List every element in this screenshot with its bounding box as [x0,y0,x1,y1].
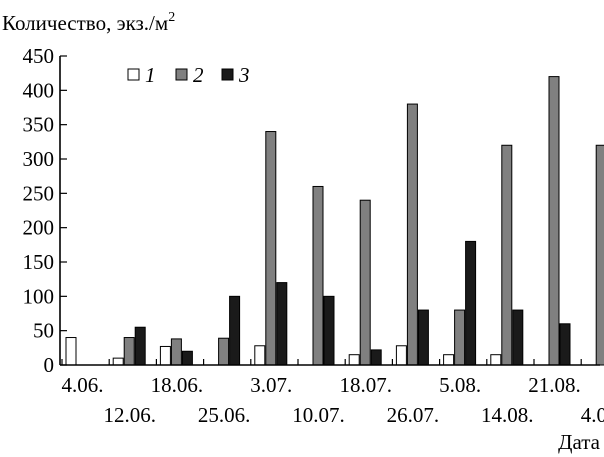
x-tick-label: 3.07. [250,373,292,397]
bar-series-2-26.07. [406,103,418,366]
x-tick-label: 14.08. [481,403,534,427]
y-tick-label: 100 [23,284,55,308]
bar-series-3-21.08. [559,323,571,366]
bars-layer [65,76,604,366]
y-tick-label: 200 [23,216,55,240]
y-tick-label: 50 [33,319,54,343]
bar-series-1-5.08. [443,354,455,366]
x-tick-label: 18.06. [151,373,204,397]
bar-series-2-18.07. [359,199,371,366]
bar-series-3-10.07. [323,295,335,366]
bar-series-2-25.06. [218,337,230,366]
bar-series-2-12.06. [123,337,135,366]
y-tick-label: 150 [23,250,55,274]
x-tick-label: 12.06. [103,403,156,427]
bar-series-2-21.08. [548,76,560,366]
bar-series-2-10.07. [312,185,324,366]
axes-layer [59,56,600,366]
bar-series-3-25.06. [229,295,241,366]
x-tick-label: 5.08. [439,373,481,397]
x-ticks: 4.06. 12.06. 18.06. 25.06. 3.07.10.07. 18.07.… [61,359,604,427]
y-tick-label: 0 [44,353,55,377]
bar-series-3-5.08. [465,240,477,366]
x-tick-label: 10.07. [292,403,345,427]
bar-series-2-5.08. [454,309,466,366]
x-tick-label: 26.07. [387,403,440,427]
bar-series-1-4.06. [65,337,77,366]
x-axis-title: Дата [558,430,601,454]
bar-series-1-12.06. [112,357,124,366]
y-tick-label: 350 [23,113,55,137]
bar-series-2-4.09. [595,144,604,366]
bar-series-2-3.07. [265,131,277,366]
bar-series-3-18.06. [181,350,193,366]
legend-swatch-3 [221,68,234,81]
legend-label-3: 3 [238,63,250,87]
y-tick-label: 250 [23,181,55,205]
y-axis-title-text: Количество, экз./м [2,11,168,35]
bar-series-3-3.07. [276,282,288,366]
bar-series-2-18.06. [170,338,182,366]
bar-series-1-18.07. [348,354,360,366]
legend-label-2: 2 [193,63,204,87]
x-tick-label: 18.07. [339,373,392,397]
bar-series-1-26.07. [395,345,407,366]
x-tick-label: 4.09. [581,403,604,427]
x-tick-label: 25.06. [198,403,251,427]
bar-series-3-14.08. [512,309,524,366]
bar-series-1-18.06. [159,345,171,366]
bar-series-3-26.07. [417,309,429,366]
y-axis-title-superscript: 2 [168,10,175,25]
bar-series-1-3.07. [254,345,266,366]
y-tick-label: 450 [23,44,55,68]
legend-label-1: 1 [145,63,156,87]
bar-series-1-14.08. [490,354,502,366]
legend-swatch-1 [127,68,140,81]
y-tick-label: 300 [23,147,55,171]
bar-series-2-14.08. [501,144,513,366]
legend-swatch-2 [175,68,188,81]
bar-series-3-12.06. [134,326,146,366]
x-tick-label: 21.08. [528,373,581,397]
y-axis-title: Количество, экз./м2 [2,10,175,35]
x-tick-label: 4.06. [62,373,104,397]
bar-series-3-18.07. [370,349,382,366]
y-ticks: 0 50 100 150 200 250 300 350 400 450 [23,44,67,377]
y-tick-label: 400 [23,78,55,102]
legend: 1 2 3 [127,63,250,87]
